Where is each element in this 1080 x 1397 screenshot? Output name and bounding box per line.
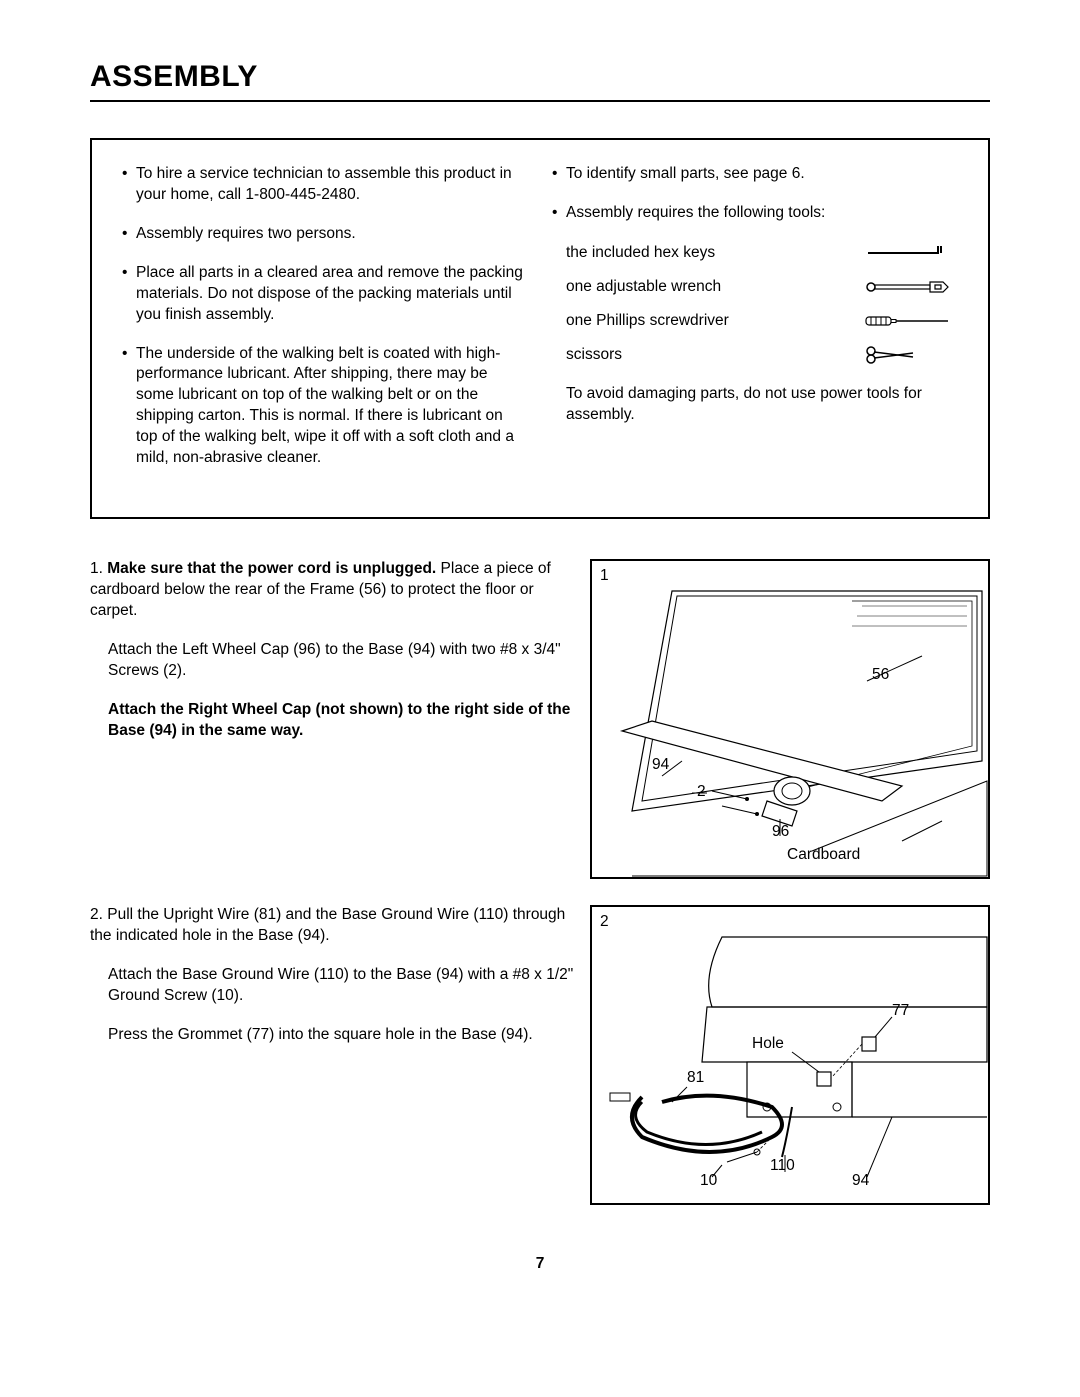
figure-label-94: 94	[652, 756, 669, 774]
step-2-figure: 2	[590, 905, 990, 1205]
step-number: 1.	[90, 560, 103, 577]
page-title: ASSEMBLY	[90, 60, 990, 102]
step-1-text: 1. Make sure that the power cord is unpl…	[90, 559, 576, 879]
tool-label: one adjustable wrench	[566, 278, 721, 296]
intro-bullet: Place all parts in a cleared area and re…	[122, 263, 528, 326]
intro-right-col: To identify small parts, see page 6. Ass…	[552, 164, 958, 487]
figure-label-56: 56	[872, 666, 889, 684]
intro-bullet: The underside of the walking belt is coa…	[122, 344, 528, 470]
intro-warning: To avoid damaging parts, do not use powe…	[552, 384, 958, 426]
step-number: 2.	[90, 906, 103, 923]
step-1-p3: Attach the Right Wheel Cap (not shown) t…	[90, 700, 576, 742]
tool-row-hexkey: the included hex keys	[552, 242, 958, 264]
hexkey-icon	[858, 242, 958, 264]
figure-label-hole: Hole	[752, 1035, 784, 1053]
intro-bullet: Assembly requires two persons.	[122, 224, 528, 245]
tool-row-scissors: scissors	[552, 344, 958, 366]
figure-label-cardboard: Cardboard	[787, 846, 860, 864]
step-1-bold: Make sure that the power cord is unplugg…	[107, 560, 436, 577]
step-2-p1: Pull the Upright Wire (81) and the Base …	[90, 906, 565, 944]
intro-left-col: To hire a service technician to assemble…	[122, 164, 528, 487]
figure-label-2: 2	[697, 783, 706, 801]
tool-label: scissors	[566, 346, 622, 364]
page-number: 7	[90, 1255, 990, 1273]
figure-label-10: 10	[700, 1172, 717, 1190]
step-1-row: 1. Make sure that the power cord is unpl…	[90, 559, 990, 879]
tool-row-screwdriver: one Phillips screwdriver	[552, 310, 958, 332]
step-2-text: 2. Pull the Upright Wire (81) and the Ba…	[90, 905, 576, 1205]
wrench-icon	[858, 276, 958, 298]
scissors-icon	[858, 344, 958, 366]
step-2-row: 2. Pull the Upright Wire (81) and the Ba…	[90, 905, 990, 1205]
step-2-p2: Attach the Base Ground Wire (110) to the…	[90, 965, 576, 1007]
intro-bullet: To identify small parts, see page 6.	[552, 164, 958, 185]
figure-label-94: 94	[852, 1172, 869, 1190]
step-1-figure: 1	[590, 559, 990, 879]
intro-bullet: To hire a service technician to assemble…	[122, 164, 528, 206]
intro-bullet: Assembly requires the following tools:	[552, 203, 958, 224]
figure-label-77: 77	[892, 1002, 909, 1020]
figure-label-110: 110	[770, 1157, 795, 1175]
figure-label-81: 81	[687, 1069, 704, 1087]
step-2-p3: Press the Grommet (77) into the square h…	[90, 1025, 576, 1046]
figure-label-96: 96	[772, 823, 789, 841]
tool-label: one Phillips screwdriver	[566, 312, 729, 330]
tool-row-wrench: one adjustable wrench	[552, 276, 958, 298]
tool-label: the included hex keys	[566, 244, 715, 262]
step-1-p2: Attach the Left Wheel Cap (96) to the Ba…	[90, 640, 576, 682]
screwdriver-icon	[858, 310, 958, 332]
intro-box: To hire a service technician to assemble…	[90, 138, 990, 519]
